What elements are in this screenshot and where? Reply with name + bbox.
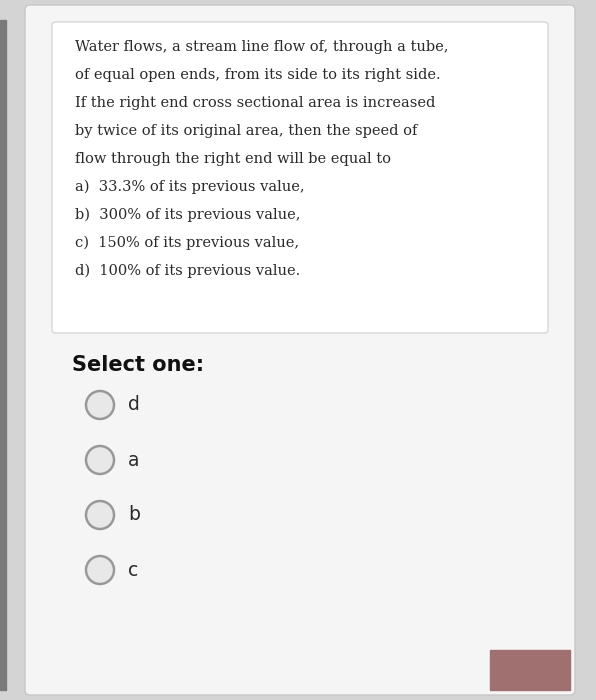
Circle shape — [86, 501, 114, 529]
Text: Water flows, a stream line flow of, through a tube,: Water flows, a stream line flow of, thro… — [75, 40, 449, 54]
Text: If the right end cross sectional area is increased: If the right end cross sectional area is… — [75, 96, 435, 110]
Text: a)  33.3% of its previous value,: a) 33.3% of its previous value, — [75, 180, 305, 195]
Circle shape — [86, 556, 114, 584]
Text: b: b — [128, 505, 140, 524]
Circle shape — [86, 391, 114, 419]
FancyBboxPatch shape — [25, 5, 575, 695]
Text: of equal open ends, from its side to its right side.: of equal open ends, from its side to its… — [75, 68, 440, 82]
Text: by twice of its original area, then the speed of: by twice of its original area, then the … — [75, 124, 417, 138]
Text: flow through the right end will be equal to: flow through the right end will be equal… — [75, 152, 391, 166]
Bar — [0, 20, 6, 690]
Text: c: c — [128, 561, 138, 580]
Text: b)  300% of its previous value,: b) 300% of its previous value, — [75, 208, 300, 223]
Text: c)  150% of its previous value,: c) 150% of its previous value, — [75, 236, 299, 251]
Text: d: d — [128, 395, 140, 414]
Bar — [490, 650, 570, 690]
Text: a: a — [128, 451, 139, 470]
FancyBboxPatch shape — [52, 22, 548, 333]
Circle shape — [86, 446, 114, 474]
Text: d)  100% of its previous value.: d) 100% of its previous value. — [75, 264, 300, 279]
Text: Select one:: Select one: — [72, 355, 204, 375]
